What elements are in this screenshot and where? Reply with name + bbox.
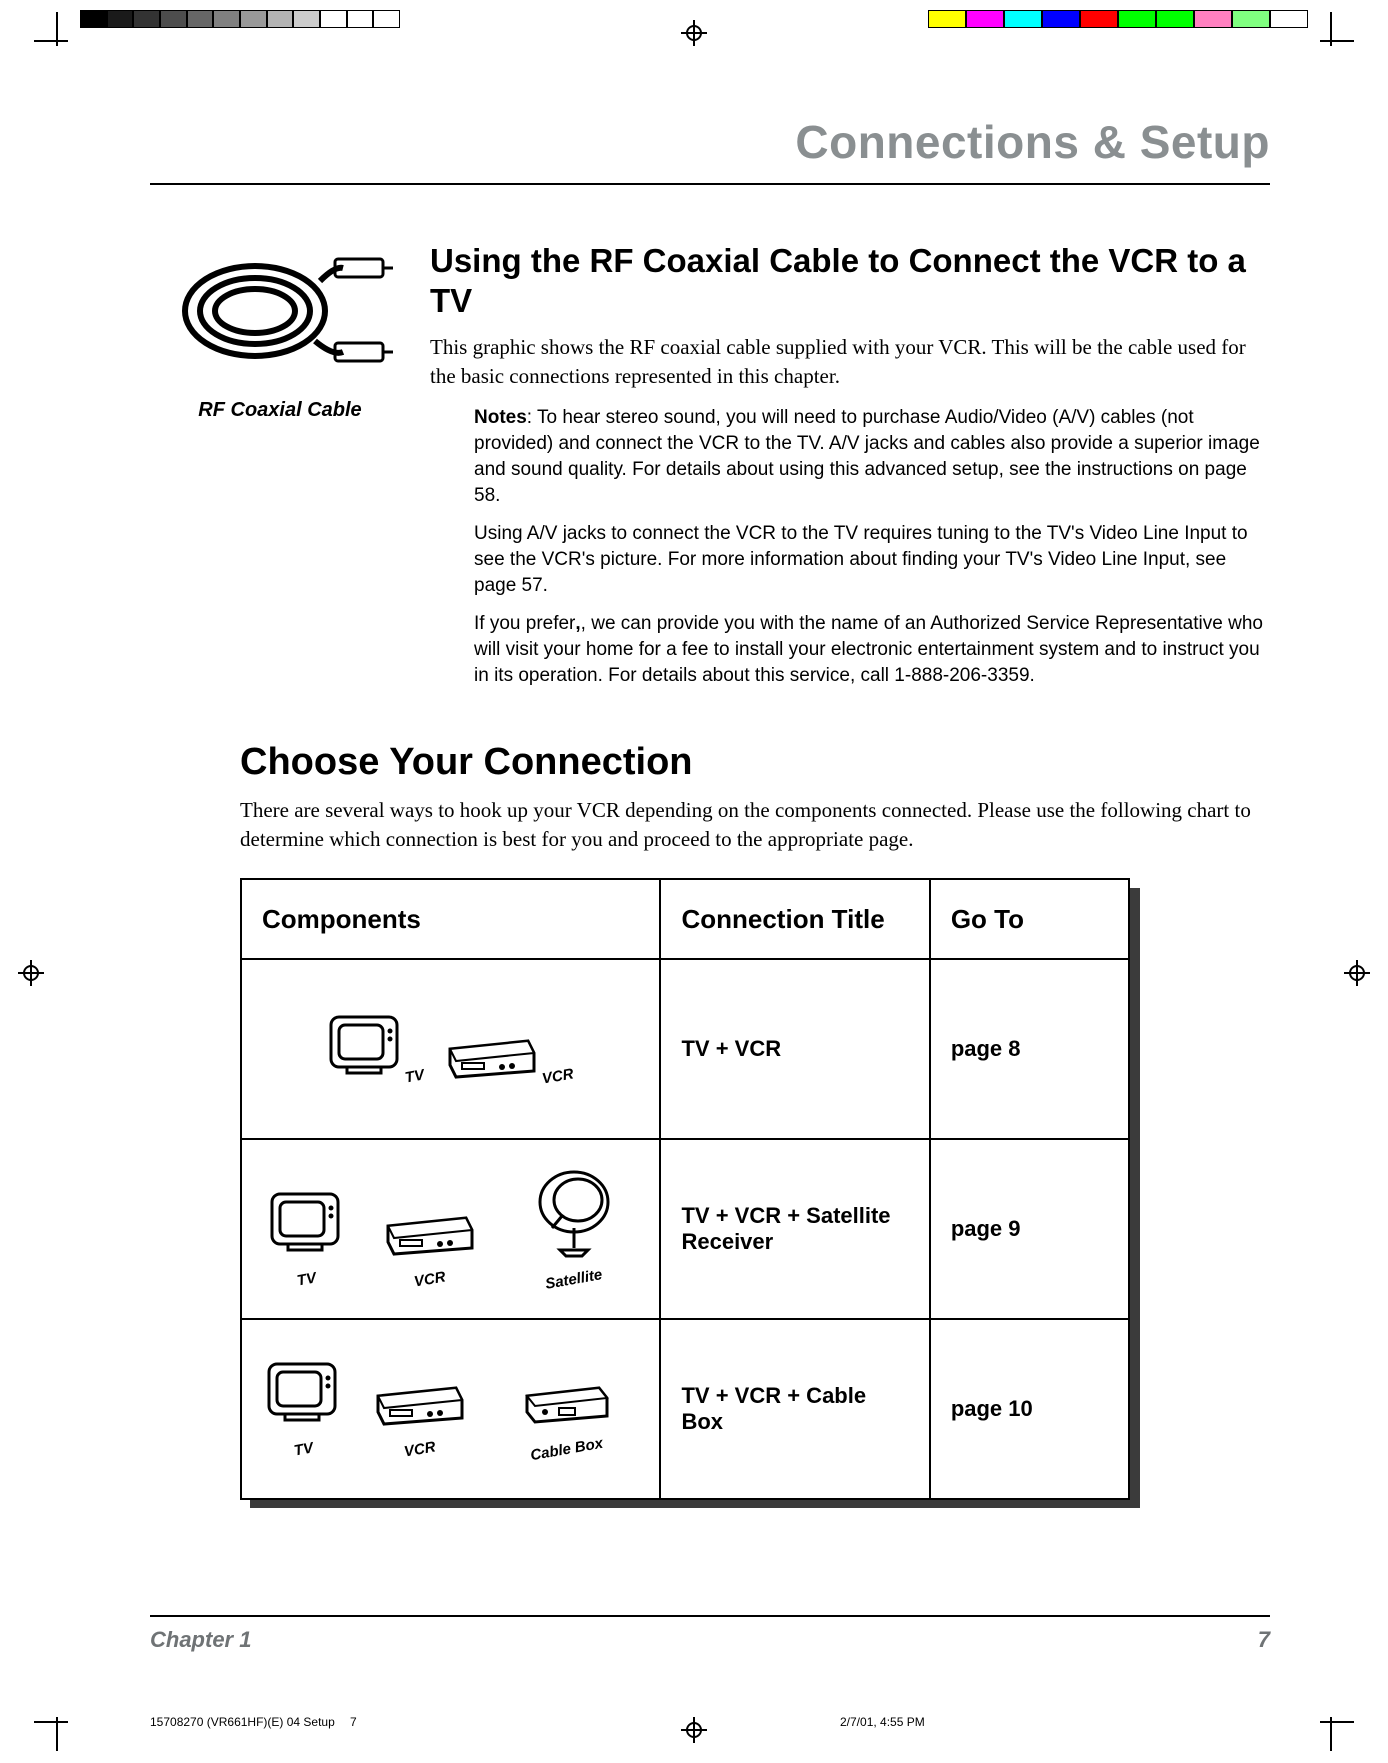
slugline: 15708270 (VR661HF)(E) 04 Setup 7 2/7/01,… xyxy=(150,1715,1270,1729)
coaxial-cable-icon xyxy=(165,241,395,391)
note-text: If you prefer xyxy=(474,613,575,634)
footer-chapter: Chapter 1 xyxy=(150,1627,251,1653)
footer-page-number: 7 xyxy=(1258,1627,1270,1653)
crop-mark-icon xyxy=(34,40,68,42)
registration-mark-icon xyxy=(1344,960,1370,986)
tv-icon: TV xyxy=(262,1188,352,1290)
connection-title-cell: TV + VCR xyxy=(660,959,929,1139)
crop-mark-icon xyxy=(34,1721,68,1723)
subsection-heading: Using the RF Coaxial Cable to Connect th… xyxy=(430,241,1270,321)
registration-mark-icon xyxy=(681,20,707,46)
figure-caption: RF Coaxial Cable xyxy=(150,399,410,422)
section-intro: There are several ways to hook up your V… xyxy=(240,796,1270,854)
note-text: , we can provide you with the name of an… xyxy=(474,613,1263,686)
cable-box-icon: Cable Box xyxy=(494,1378,639,1460)
satellite-icon: Satellite xyxy=(509,1168,639,1290)
connection-title-cell: TV + VCR + Cable Box xyxy=(660,1319,929,1499)
table-row: TV VCR SatelliteTV + VCR + Satellite Rec… xyxy=(241,1139,1129,1319)
tv-icon: TV xyxy=(327,1011,424,1087)
components-cell: TV VCR Cable Box xyxy=(241,1319,660,1499)
connection-table: Components Connection Title Go To TV VCR… xyxy=(240,878,1270,1500)
registration-mark-icon xyxy=(18,960,44,986)
page-footer: Chapter 1 7 xyxy=(150,1615,1270,1653)
vcr-icon: VCR xyxy=(370,1208,491,1290)
intro-paragraph: This graphic shows the RF coaxial cable … xyxy=(430,333,1270,391)
connection-title-cell: TV + VCR + Satellite Receiver xyxy=(660,1139,929,1319)
section-title: Connections & Setup xyxy=(150,115,1270,169)
col-header-title: Connection Title xyxy=(660,879,929,959)
note-text: : To hear stereo sound, you will need to… xyxy=(474,407,1260,506)
goto-cell: page 9 xyxy=(930,1139,1129,1319)
goto-cell: page 8 xyxy=(930,959,1129,1139)
col-header-components: Components xyxy=(241,879,660,959)
note-text: Using A/V jacks to connect the VCR to th… xyxy=(474,521,1270,599)
vcr-icon: VCR xyxy=(442,1031,574,1087)
crop-mark-icon xyxy=(1320,40,1354,42)
slug-time: 2/7/01, 4:55 PM xyxy=(840,1715,925,1729)
vcr-icon: VCR xyxy=(363,1378,476,1460)
section-heading: Choose Your Connection xyxy=(240,741,1270,784)
notes-lead: Notes xyxy=(474,407,527,428)
header-rule xyxy=(150,183,1270,185)
notes-block: Notes: To hear stereo sound, you will ne… xyxy=(474,405,1270,689)
grayscale-swatches xyxy=(80,10,400,28)
table-header-row: Components Connection Title Go To xyxy=(241,879,1129,959)
table-row: TV VCRTV + VCRpage 8 xyxy=(241,959,1129,1139)
color-swatches xyxy=(928,10,1308,28)
slug-page: 7 xyxy=(350,1715,357,1729)
crop-mark-icon xyxy=(1320,1721,1354,1723)
tv-icon: TV xyxy=(262,1358,345,1460)
components-cell: TV VCR xyxy=(241,959,660,1139)
components-cell: TV VCR Satellite xyxy=(241,1139,660,1319)
slug-doc: 15708270 (VR661HF)(E) 04 Setup xyxy=(150,1715,450,1729)
table-row: TV VCR Cable BoxTV + VCR + Cable Boxpage… xyxy=(241,1319,1129,1499)
col-header-goto: Go To xyxy=(930,879,1129,959)
page-content: Connections & Setup RF Coaxial Cable xyxy=(150,115,1270,1500)
goto-cell: page 10 xyxy=(930,1319,1129,1499)
